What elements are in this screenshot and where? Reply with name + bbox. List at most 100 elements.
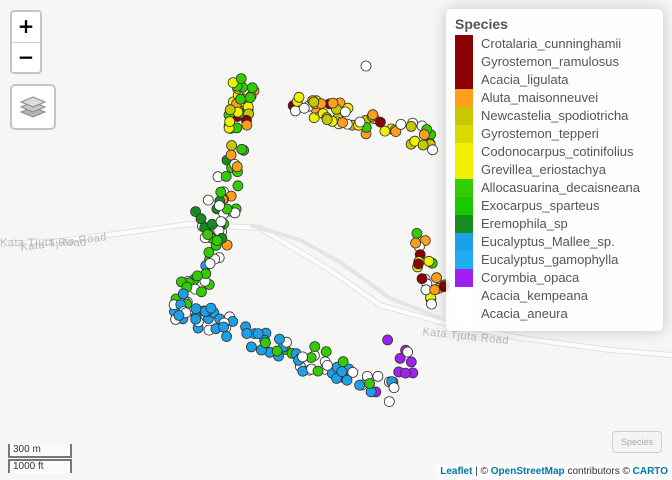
- species-point[interactable]: [241, 119, 253, 131]
- species-point[interactable]: [418, 129, 430, 141]
- legend-swatch: [455, 107, 473, 125]
- species-point[interactable]: [297, 351, 309, 363]
- species-point[interactable]: [190, 313, 202, 325]
- species-point[interactable]: [400, 367, 411, 379]
- species-point[interactable]: [372, 370, 384, 382]
- species-point[interactable]: [417, 139, 429, 151]
- species-point[interactable]: [374, 116, 386, 128]
- species-point[interactable]: [339, 106, 351, 118]
- zoom-in-button[interactable]: +: [12, 12, 40, 43]
- species-point[interactable]: [252, 328, 264, 340]
- species-point[interactable]: [206, 218, 218, 230]
- species-point[interactable]: [405, 121, 417, 132]
- species-point[interactable]: [177, 288, 189, 300]
- species-point[interactable]: [337, 117, 348, 128]
- legend-label: Eucalyptus_gamophylla: [481, 252, 619, 267]
- species-point[interactable]: [429, 284, 441, 296]
- species-point[interactable]: [190, 303, 202, 315]
- species-point[interactable]: [364, 378, 376, 389]
- species-point[interactable]: [321, 114, 333, 125]
- species-point[interactable]: [224, 116, 236, 127]
- species-point[interactable]: [271, 345, 283, 357]
- species-point[interactable]: [354, 379, 366, 391]
- species-point[interactable]: [395, 119, 407, 130]
- species-point[interactable]: [293, 91, 305, 103]
- species-point[interactable]: [426, 298, 437, 310]
- species-point[interactable]: [232, 180, 244, 192]
- species-point[interactable]: [379, 125, 391, 137]
- species-point[interactable]: [423, 255, 435, 267]
- species-point[interactable]: [309, 341, 321, 353]
- species-point[interactable]: [427, 144, 439, 156]
- species-point[interactable]: [220, 170, 232, 182]
- species-point[interactable]: [327, 97, 339, 109]
- legend-item: Acacia_ligulata: [455, 71, 654, 89]
- species-point[interactable]: [203, 246, 215, 258]
- carto-link[interactable]: CARTO: [632, 466, 668, 477]
- species-point[interactable]: [402, 346, 414, 358]
- species-point[interactable]: [213, 200, 225, 212]
- species-point[interactable]: [190, 206, 202, 218]
- species-point[interactable]: [321, 359, 333, 371]
- species-point[interactable]: [211, 235, 223, 246]
- species-point[interactable]: [259, 337, 271, 349]
- species-point[interactable]: [245, 341, 257, 353]
- species-point[interactable]: [215, 186, 227, 198]
- species-point[interactable]: [354, 116, 366, 128]
- species-point[interactable]: [394, 352, 406, 364]
- species-point[interactable]: [191, 270, 203, 282]
- species-point[interactable]: [431, 272, 442, 284]
- species-point[interactable]: [308, 96, 320, 108]
- legend-title: Species: [455, 16, 508, 32]
- species-point[interactable]: [405, 356, 417, 368]
- species-point[interactable]: [360, 60, 372, 72]
- species-point[interactable]: [320, 346, 332, 358]
- leaflet-link[interactable]: Leaflet: [440, 466, 473, 477]
- species-point[interactable]: [235, 93, 246, 105]
- legend-label: Acacia_aneura: [481, 306, 568, 321]
- layers-button[interactable]: [10, 84, 56, 130]
- species-point[interactable]: [312, 365, 324, 377]
- legend-items: Crotalaria_cunninghamii Gyrostemon_ramulo…: [455, 35, 654, 323]
- species-point[interactable]: [410, 237, 422, 249]
- species-point[interactable]: [235, 73, 247, 84]
- species-point[interactable]: [241, 328, 253, 339]
- legend-item: Eucalyptus_Mallee_sp.: [455, 233, 654, 251]
- species-point[interactable]: [204, 258, 216, 269]
- species-point[interactable]: [225, 149, 237, 161]
- species-point[interactable]: [336, 366, 348, 378]
- species-point[interactable]: [337, 356, 349, 368]
- species-point[interactable]: [226, 140, 238, 151]
- species-point[interactable]: [205, 302, 217, 314]
- species-point[interactable]: [218, 321, 230, 333]
- species-point[interactable]: [298, 102, 310, 114]
- species-point[interactable]: [367, 109, 379, 121]
- species-point[interactable]: [202, 229, 214, 240]
- species-point[interactable]: [196, 286, 207, 298]
- species-point[interactable]: [341, 374, 353, 386]
- species-point[interactable]: [383, 396, 395, 408]
- species-point[interactable]: [382, 334, 394, 346]
- species-point[interactable]: [231, 161, 243, 173]
- species-point[interactable]: [246, 82, 258, 94]
- osm-link[interactable]: OpenStreetMap: [490, 466, 565, 477]
- species-point[interactable]: [215, 216, 227, 228]
- species-point[interactable]: [244, 92, 256, 103]
- species-point[interactable]: [236, 143, 248, 155]
- legend-item: Gyrostemon_tepperi: [455, 125, 654, 143]
- species-point[interactable]: [221, 331, 233, 342]
- species-point[interactable]: [173, 309, 185, 321]
- species-layer-toggle-button[interactable]: Species: [612, 431, 662, 453]
- species-point[interactable]: [388, 382, 400, 394]
- legend-item: Gyrostemon_ramulosus: [455, 53, 654, 71]
- species-point[interactable]: [411, 227, 423, 239]
- species-point[interactable]: [274, 333, 285, 345]
- species-point[interactable]: [347, 366, 359, 378]
- species-point[interactable]: [224, 104, 236, 116]
- species-point[interactable]: [416, 273, 428, 285]
- species-point[interactable]: [202, 194, 214, 206]
- zoom-out-button[interactable]: −: [17, 45, 35, 69]
- species-point[interactable]: [412, 258, 424, 270]
- species-point[interactable]: [297, 365, 309, 377]
- species-point[interactable]: [195, 213, 207, 225]
